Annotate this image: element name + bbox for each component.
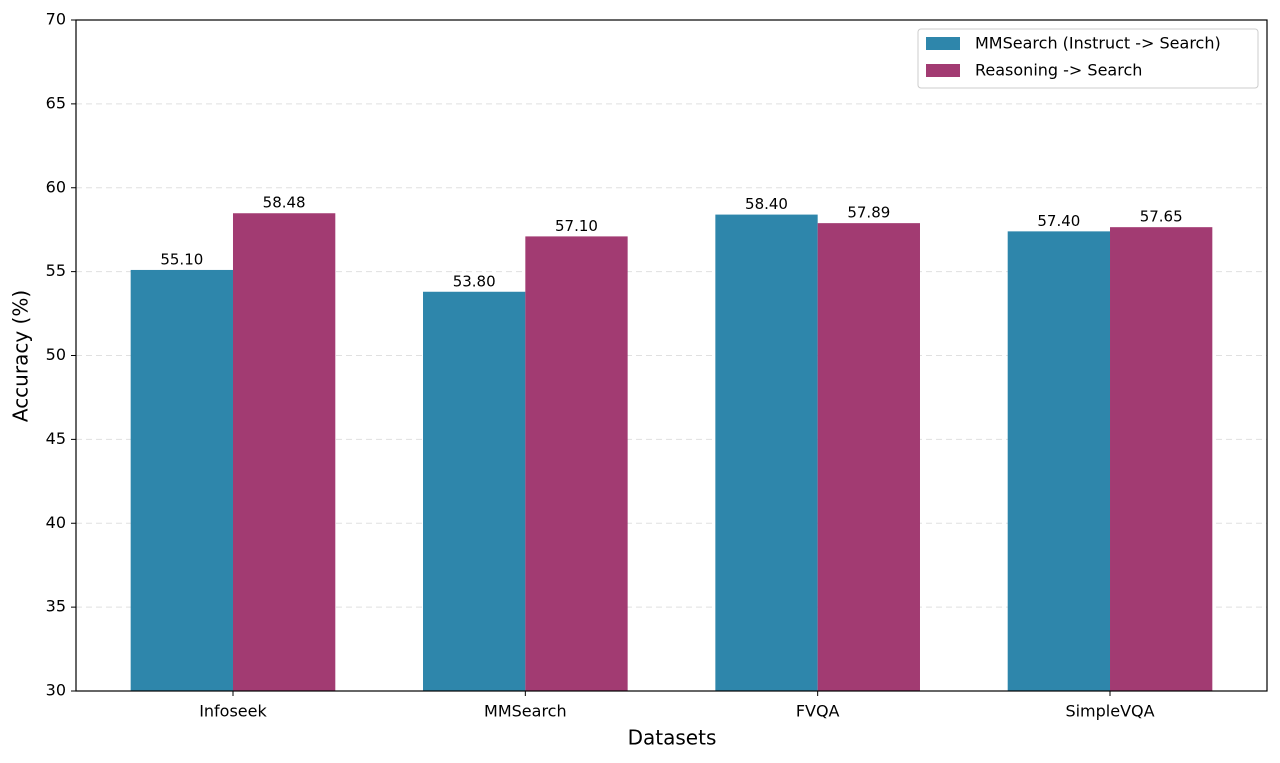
value-label: 57.40 [1037, 212, 1080, 230]
y-tick-label: 65 [46, 93, 66, 112]
bar [715, 214, 818, 691]
y-tick-label: 30 [46, 681, 66, 700]
y-tick-label: 70 [46, 10, 66, 29]
y-axis-label: Accuracy (%) [9, 290, 33, 422]
y-tick-label: 40 [46, 513, 66, 532]
bar [1110, 227, 1213, 691]
y-tick-label: 50 [46, 345, 66, 364]
x-tick-label: Infoseek [199, 702, 267, 721]
bar [525, 236, 628, 691]
legend-label: Reasoning -> Search [975, 61, 1142, 80]
value-label: 58.40 [745, 195, 788, 213]
value-label: 58.48 [263, 194, 306, 212]
x-tick-label: MMSearch [484, 702, 567, 721]
legend-box [917, 28, 1259, 89]
y-tick-label: 45 [46, 429, 66, 448]
y-tick-label: 60 [46, 177, 66, 196]
bar [1007, 231, 1111, 692]
value-label: 57.89 [847, 204, 890, 222]
legend-label: MMSearch (Instruct -> Search) [975, 34, 1221, 53]
value-label: 55.10 [160, 250, 203, 268]
value-label: 57.10 [555, 217, 598, 235]
y-tick-label: 35 [46, 597, 66, 616]
bar [817, 223, 920, 691]
bar [130, 269, 233, 691]
value-label: 53.80 [453, 272, 496, 290]
bar [423, 291, 526, 691]
x-tick-label: FVQA [796, 702, 840, 721]
value-label: 57.65 [1140, 208, 1183, 226]
legend-swatch [926, 37, 960, 50]
x-tick-label: SimpleVQA [1065, 702, 1154, 721]
x-axis-label: Datasets [628, 726, 717, 750]
bar [232, 213, 336, 692]
plot-frame [75, 19, 1268, 692]
legend-swatch [926, 64, 960, 77]
y-tick-label: 55 [46, 261, 66, 280]
